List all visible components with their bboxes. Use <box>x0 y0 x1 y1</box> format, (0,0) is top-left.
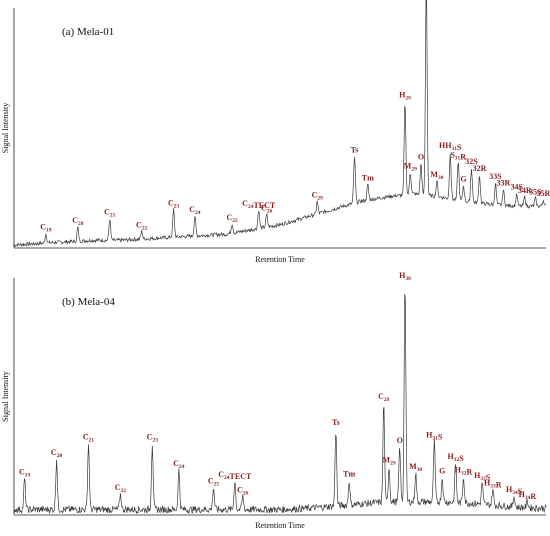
peak-label: H33R <box>484 479 502 490</box>
peak-label: C19 <box>40 223 52 234</box>
peak-label: C24TECT <box>242 199 276 210</box>
panel-title: (a) Mela-01 <box>62 26 114 38</box>
peak-label: C24 <box>189 205 201 216</box>
chromatogram-trace <box>13 0 547 248</box>
peak-label: H32R <box>455 465 473 476</box>
peak-label: H31S <box>426 430 443 441</box>
peak-label: H34R <box>519 490 537 501</box>
peak-label: C24 <box>173 459 185 470</box>
peak-label: O <box>397 436 403 445</box>
peak-label: H29 <box>399 91 411 102</box>
peak-label: C23 <box>147 433 159 444</box>
peak-label: C23 <box>168 198 180 209</box>
peak-label: O <box>418 153 424 162</box>
peak-label: C21 <box>83 433 95 444</box>
peak-label: C26 <box>237 485 249 496</box>
panel-title: (b) Mela-04 <box>62 296 115 308</box>
peak-label: C29 <box>378 392 390 403</box>
x-axis-title: Retention Time <box>255 521 305 530</box>
peak-label: 35S <box>529 187 542 196</box>
peak-label: Tm <box>362 174 374 183</box>
peak-label: C24TECT <box>218 470 252 481</box>
peak-label: H30 <box>399 271 411 282</box>
peak-label: 32R <box>473 164 487 173</box>
peak-label: C22 <box>115 483 127 494</box>
peak-label: C25 <box>208 477 220 488</box>
peak-label: C25 <box>226 213 238 224</box>
peak-label: 33S <box>489 172 502 181</box>
peak-label: C20 <box>72 216 84 227</box>
peak-label: HH31S <box>439 141 462 152</box>
peak-label: 35R <box>536 189 550 198</box>
peak-label: 34R <box>518 186 532 195</box>
peak-label: M30 <box>430 170 443 181</box>
peak-label: C29 <box>312 191 324 202</box>
y-axis-title: Signal Intensity <box>1 103 10 153</box>
peak-label: M30 <box>409 462 422 473</box>
peak-label: M29 <box>404 161 417 172</box>
peak-label: Tm <box>343 470 355 479</box>
peak-label: C21 <box>104 208 116 219</box>
peak-label: Ts <box>351 146 359 155</box>
y-axis-title: Signal Intensity <box>1 371 10 421</box>
x-axis-title: Retention Time <box>255 255 305 264</box>
peak-label: C19 <box>19 468 31 479</box>
peak-label: M29 <box>383 456 396 467</box>
peak-label: C26 <box>261 204 273 215</box>
peak-label: C20 <box>51 448 63 459</box>
peak-label: C22 <box>136 220 148 231</box>
peak-label: G <box>439 467 445 476</box>
peak-label: H33S <box>474 471 491 482</box>
peak-label: S31R <box>450 150 466 161</box>
peak-label: Ts <box>332 418 340 427</box>
peak-label: 33R <box>497 179 511 188</box>
peak-label: H32S <box>447 452 464 463</box>
peak-label: H34S <box>506 485 523 496</box>
peak-label: G <box>460 175 466 184</box>
peak-label: 34S <box>511 183 524 192</box>
chromatogram-trace <box>13 293 547 515</box>
peak-label: 32S <box>465 157 478 166</box>
